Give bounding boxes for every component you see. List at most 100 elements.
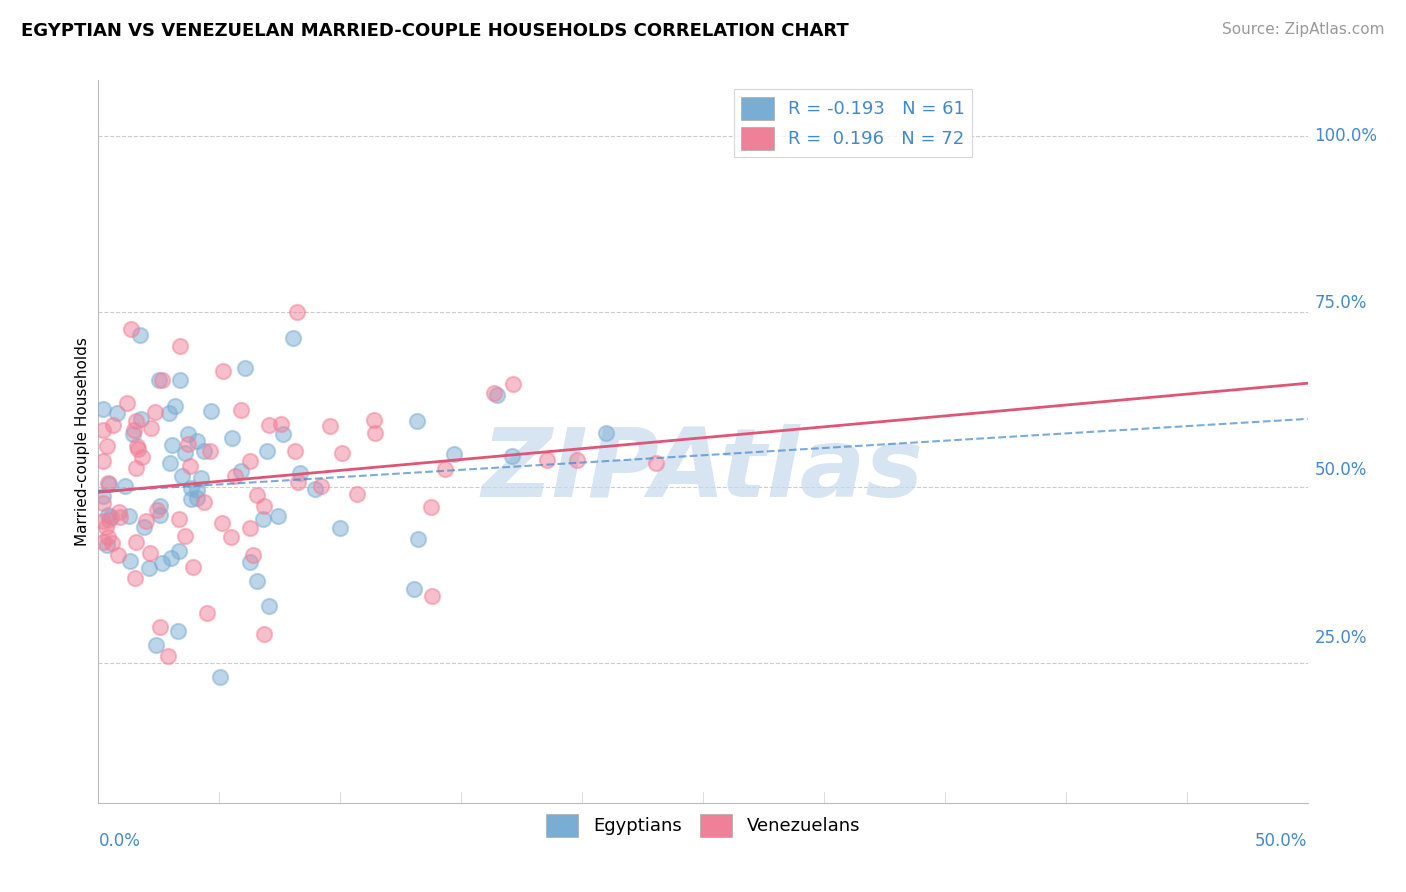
Point <box>167 624 190 639</box>
Point <box>139 420 162 434</box>
Point <box>125 535 148 549</box>
Point <box>167 544 190 558</box>
Point <box>110 510 132 524</box>
Point <box>114 479 136 493</box>
Point <box>443 447 465 461</box>
Point <box>318 419 340 434</box>
Point <box>288 466 311 480</box>
Point <box>329 521 352 535</box>
Point <box>122 427 145 442</box>
Point <box>96 520 118 534</box>
Point <box>209 670 232 684</box>
Point <box>200 404 222 418</box>
Point <box>149 508 172 523</box>
Point <box>97 508 120 523</box>
Point <box>502 376 524 391</box>
Point <box>346 487 368 501</box>
Point <box>285 305 308 319</box>
Point <box>100 509 122 524</box>
Point <box>127 439 149 453</box>
Point <box>239 453 262 467</box>
Point <box>127 442 149 457</box>
Point <box>103 417 125 432</box>
Point <box>180 491 202 506</box>
Point <box>177 436 200 450</box>
Point <box>165 399 187 413</box>
Point <box>157 406 180 420</box>
Point <box>193 444 215 458</box>
Point <box>186 491 208 505</box>
Point <box>402 582 425 596</box>
Point <box>565 453 588 467</box>
Point <box>245 488 267 502</box>
Point <box>148 373 170 387</box>
Point <box>138 545 160 559</box>
Point <box>91 423 114 437</box>
Point <box>91 453 114 467</box>
Point <box>129 328 152 343</box>
Point <box>107 548 129 562</box>
Point <box>120 553 142 567</box>
Point <box>159 456 181 470</box>
Point <box>186 434 208 448</box>
Point <box>169 339 191 353</box>
Point <box>172 469 194 483</box>
Point <box>145 638 167 652</box>
Point <box>406 414 429 428</box>
Point <box>162 438 184 452</box>
Point <box>253 499 276 513</box>
Point <box>235 360 257 375</box>
Point <box>131 412 153 426</box>
Point <box>97 513 120 527</box>
Text: Source: ZipAtlas.com: Source: ZipAtlas.com <box>1222 22 1385 37</box>
Point <box>257 418 280 433</box>
Point <box>150 373 173 387</box>
Point <box>281 331 304 345</box>
Text: EGYPTIAN VS VENEZUELAN MARRIED-COUPLE HOUSEHOLDS CORRELATION CHART: EGYPTIAN VS VENEZUELAN MARRIED-COUPLE HO… <box>21 22 849 40</box>
Point <box>146 502 169 516</box>
Point <box>330 446 353 460</box>
Point <box>98 476 121 491</box>
Point <box>149 619 172 633</box>
Point <box>433 462 456 476</box>
Point <box>364 426 387 441</box>
Point <box>124 423 146 437</box>
Point <box>406 532 429 546</box>
Point <box>149 499 172 513</box>
Point <box>125 461 148 475</box>
Point <box>229 464 252 478</box>
Point <box>173 445 195 459</box>
Point <box>97 529 120 543</box>
Text: 0.0%: 0.0% <box>98 831 141 850</box>
Point <box>242 548 264 562</box>
Point <box>115 395 138 409</box>
Point <box>131 450 153 464</box>
Point <box>156 648 179 663</box>
Point <box>363 413 385 427</box>
Point <box>91 496 114 510</box>
Point <box>97 475 120 490</box>
Point <box>239 520 262 534</box>
Point <box>256 443 278 458</box>
Point <box>270 417 292 431</box>
Point <box>224 469 246 483</box>
Point <box>135 515 157 529</box>
Point <box>132 520 155 534</box>
Point <box>150 556 173 570</box>
Point <box>200 444 222 458</box>
Point <box>181 559 204 574</box>
Point <box>284 443 307 458</box>
Point <box>536 453 558 467</box>
Point <box>195 606 218 620</box>
Point <box>179 458 201 473</box>
Legend: Egyptians, Venezuelans: Egyptians, Venezuelans <box>538 806 868 845</box>
Point <box>645 456 668 470</box>
Point <box>96 538 118 552</box>
Point <box>96 439 118 453</box>
Point <box>177 427 200 442</box>
Point <box>143 405 166 419</box>
Point <box>595 425 617 440</box>
Point <box>138 561 160 575</box>
Point <box>246 574 269 589</box>
Point <box>229 402 252 417</box>
